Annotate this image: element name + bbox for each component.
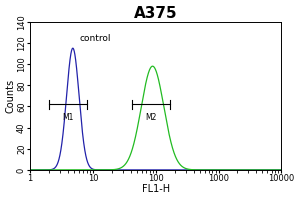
Text: control: control — [79, 34, 111, 43]
Text: M1: M1 — [62, 113, 74, 122]
Y-axis label: Counts: Counts — [6, 79, 16, 113]
Text: M2: M2 — [145, 113, 156, 122]
X-axis label: FL1-H: FL1-H — [142, 184, 170, 194]
Title: A375: A375 — [134, 6, 178, 21]
